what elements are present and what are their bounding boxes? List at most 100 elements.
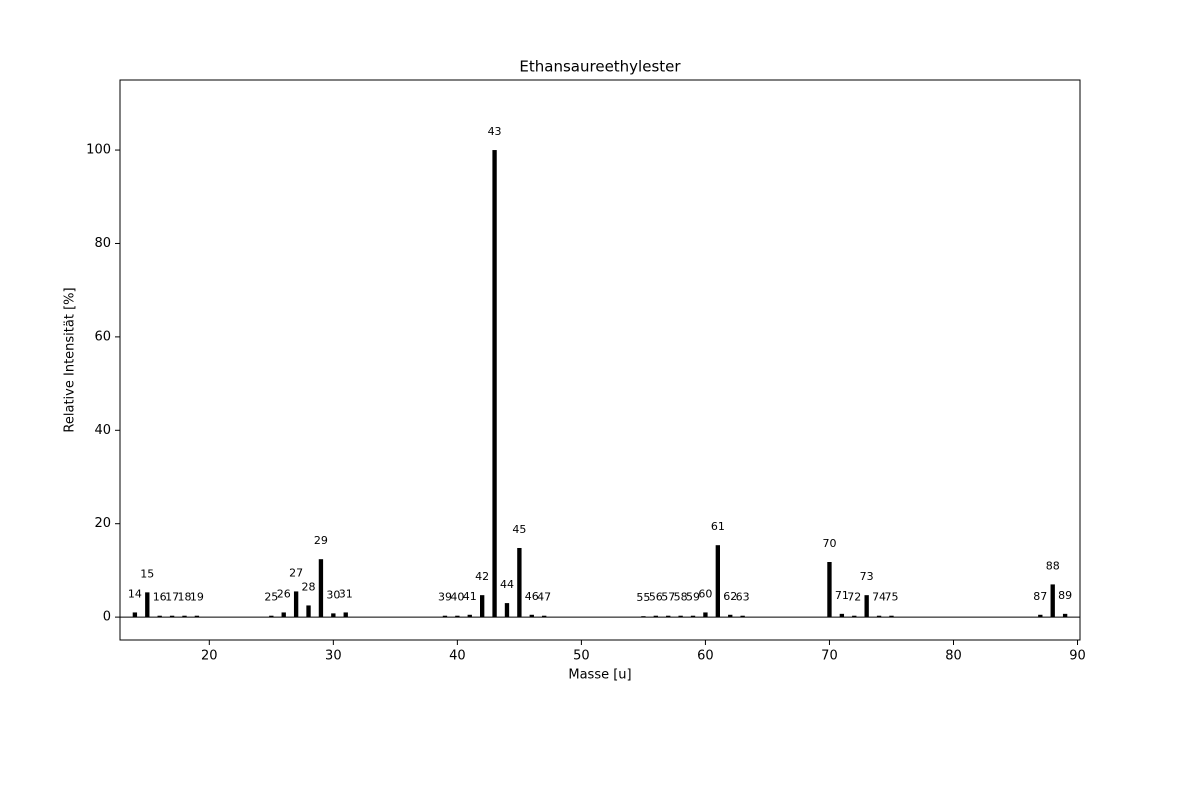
bar bbox=[306, 605, 311, 618]
value-label: 19 bbox=[190, 591, 204, 604]
value-label: 73 bbox=[860, 570, 874, 583]
value-label: 31 bbox=[339, 587, 353, 600]
value-label: 89 bbox=[1058, 589, 1072, 602]
value-label: 56 bbox=[649, 591, 663, 604]
bar bbox=[839, 613, 845, 618]
y-tick-label: 0 bbox=[103, 610, 111, 625]
value-label: 14 bbox=[128, 587, 142, 600]
bar bbox=[876, 615, 882, 618]
bar bbox=[442, 615, 448, 618]
y-tick-label: 60 bbox=[94, 329, 111, 344]
bar bbox=[293, 591, 299, 618]
value-label: 26 bbox=[277, 587, 291, 600]
bar bbox=[703, 612, 708, 618]
x-tick-label: 60 bbox=[697, 649, 714, 664]
value-label: 16 bbox=[153, 591, 167, 604]
value-label: 27 bbox=[289, 566, 303, 579]
value-label: 87 bbox=[1033, 590, 1047, 603]
value-label: 47 bbox=[537, 591, 551, 604]
bar bbox=[480, 595, 485, 618]
bar bbox=[504, 603, 510, 618]
value-label: 15 bbox=[140, 567, 154, 580]
value-label: 42 bbox=[475, 570, 489, 583]
bar bbox=[269, 615, 274, 618]
x-tick-label: 50 bbox=[573, 649, 590, 664]
bar bbox=[182, 615, 187, 618]
bar bbox=[715, 545, 720, 618]
y-tick-label: 40 bbox=[94, 423, 111, 438]
value-label: 74 bbox=[872, 591, 886, 604]
value-label: 17 bbox=[165, 591, 179, 604]
x-tick-label: 40 bbox=[449, 649, 466, 664]
bar bbox=[864, 595, 869, 618]
y-tick-label: 20 bbox=[94, 516, 111, 531]
chart-title: Ethansaureethylester bbox=[519, 58, 681, 76]
value-label: 55 bbox=[636, 591, 650, 604]
value-label: 45 bbox=[512, 523, 526, 536]
x-tick-label: 90 bbox=[1069, 649, 1086, 664]
value-label: 30 bbox=[326, 588, 340, 601]
bar bbox=[728, 614, 733, 618]
bar bbox=[542, 615, 547, 618]
bar bbox=[492, 150, 497, 618]
bar bbox=[852, 615, 857, 618]
value-label: 39 bbox=[438, 591, 452, 604]
plot-frame bbox=[119, 79, 1081, 641]
value-label: 43 bbox=[488, 125, 502, 138]
bar bbox=[1062, 613, 1068, 618]
value-label: 58 bbox=[674, 591, 688, 604]
value-label: 62 bbox=[723, 590, 737, 603]
value-label: 29 bbox=[314, 534, 328, 547]
x-tick-label: 70 bbox=[821, 649, 838, 664]
bar bbox=[529, 614, 534, 618]
x-tick-label: 80 bbox=[945, 649, 962, 664]
value-label: 61 bbox=[711, 520, 725, 533]
bar bbox=[343, 612, 348, 618]
value-label: 41 bbox=[463, 590, 477, 603]
bar bbox=[517, 547, 522, 618]
bar bbox=[666, 615, 671, 618]
value-label: 88 bbox=[1046, 559, 1060, 572]
value-label: 60 bbox=[698, 587, 712, 600]
bar bbox=[678, 615, 683, 618]
value-label: 44 bbox=[500, 578, 514, 591]
bar bbox=[1050, 584, 1055, 618]
value-label: 63 bbox=[736, 591, 750, 604]
value-label: 72 bbox=[847, 591, 861, 604]
bar bbox=[318, 559, 324, 618]
bar bbox=[194, 615, 200, 618]
value-label: 59 bbox=[686, 591, 700, 604]
bar bbox=[889, 615, 894, 618]
bar bbox=[331, 613, 336, 618]
value-label: 46 bbox=[525, 590, 539, 603]
bar bbox=[467, 614, 472, 618]
x-tick-label: 30 bbox=[325, 649, 342, 664]
bar bbox=[169, 615, 175, 618]
value-label: 40 bbox=[450, 591, 464, 604]
bar bbox=[157, 615, 162, 618]
bar bbox=[740, 615, 745, 618]
y-tick-label: 80 bbox=[94, 236, 111, 251]
bar bbox=[653, 615, 658, 618]
value-label: 18 bbox=[177, 591, 191, 604]
bar bbox=[641, 616, 646, 618]
bar bbox=[132, 612, 138, 618]
value-label: 57 bbox=[661, 591, 675, 604]
value-label: 71 bbox=[835, 589, 849, 602]
bar bbox=[145, 592, 150, 618]
bar bbox=[1038, 614, 1043, 618]
value-label: 70 bbox=[822, 537, 836, 550]
bar bbox=[690, 615, 696, 618]
x-tick-label: 20 bbox=[201, 649, 218, 664]
bar bbox=[281, 612, 286, 618]
y-axis-label: Relative Intensität [%] bbox=[63, 287, 78, 432]
x-axis-label: Masse [u] bbox=[568, 668, 631, 683]
bar bbox=[455, 615, 460, 618]
value-label: 25 bbox=[264, 591, 278, 604]
value-label: 28 bbox=[302, 580, 316, 593]
bar bbox=[827, 562, 832, 618]
value-label: 75 bbox=[884, 591, 898, 604]
y-tick-label: 100 bbox=[86, 143, 111, 158]
